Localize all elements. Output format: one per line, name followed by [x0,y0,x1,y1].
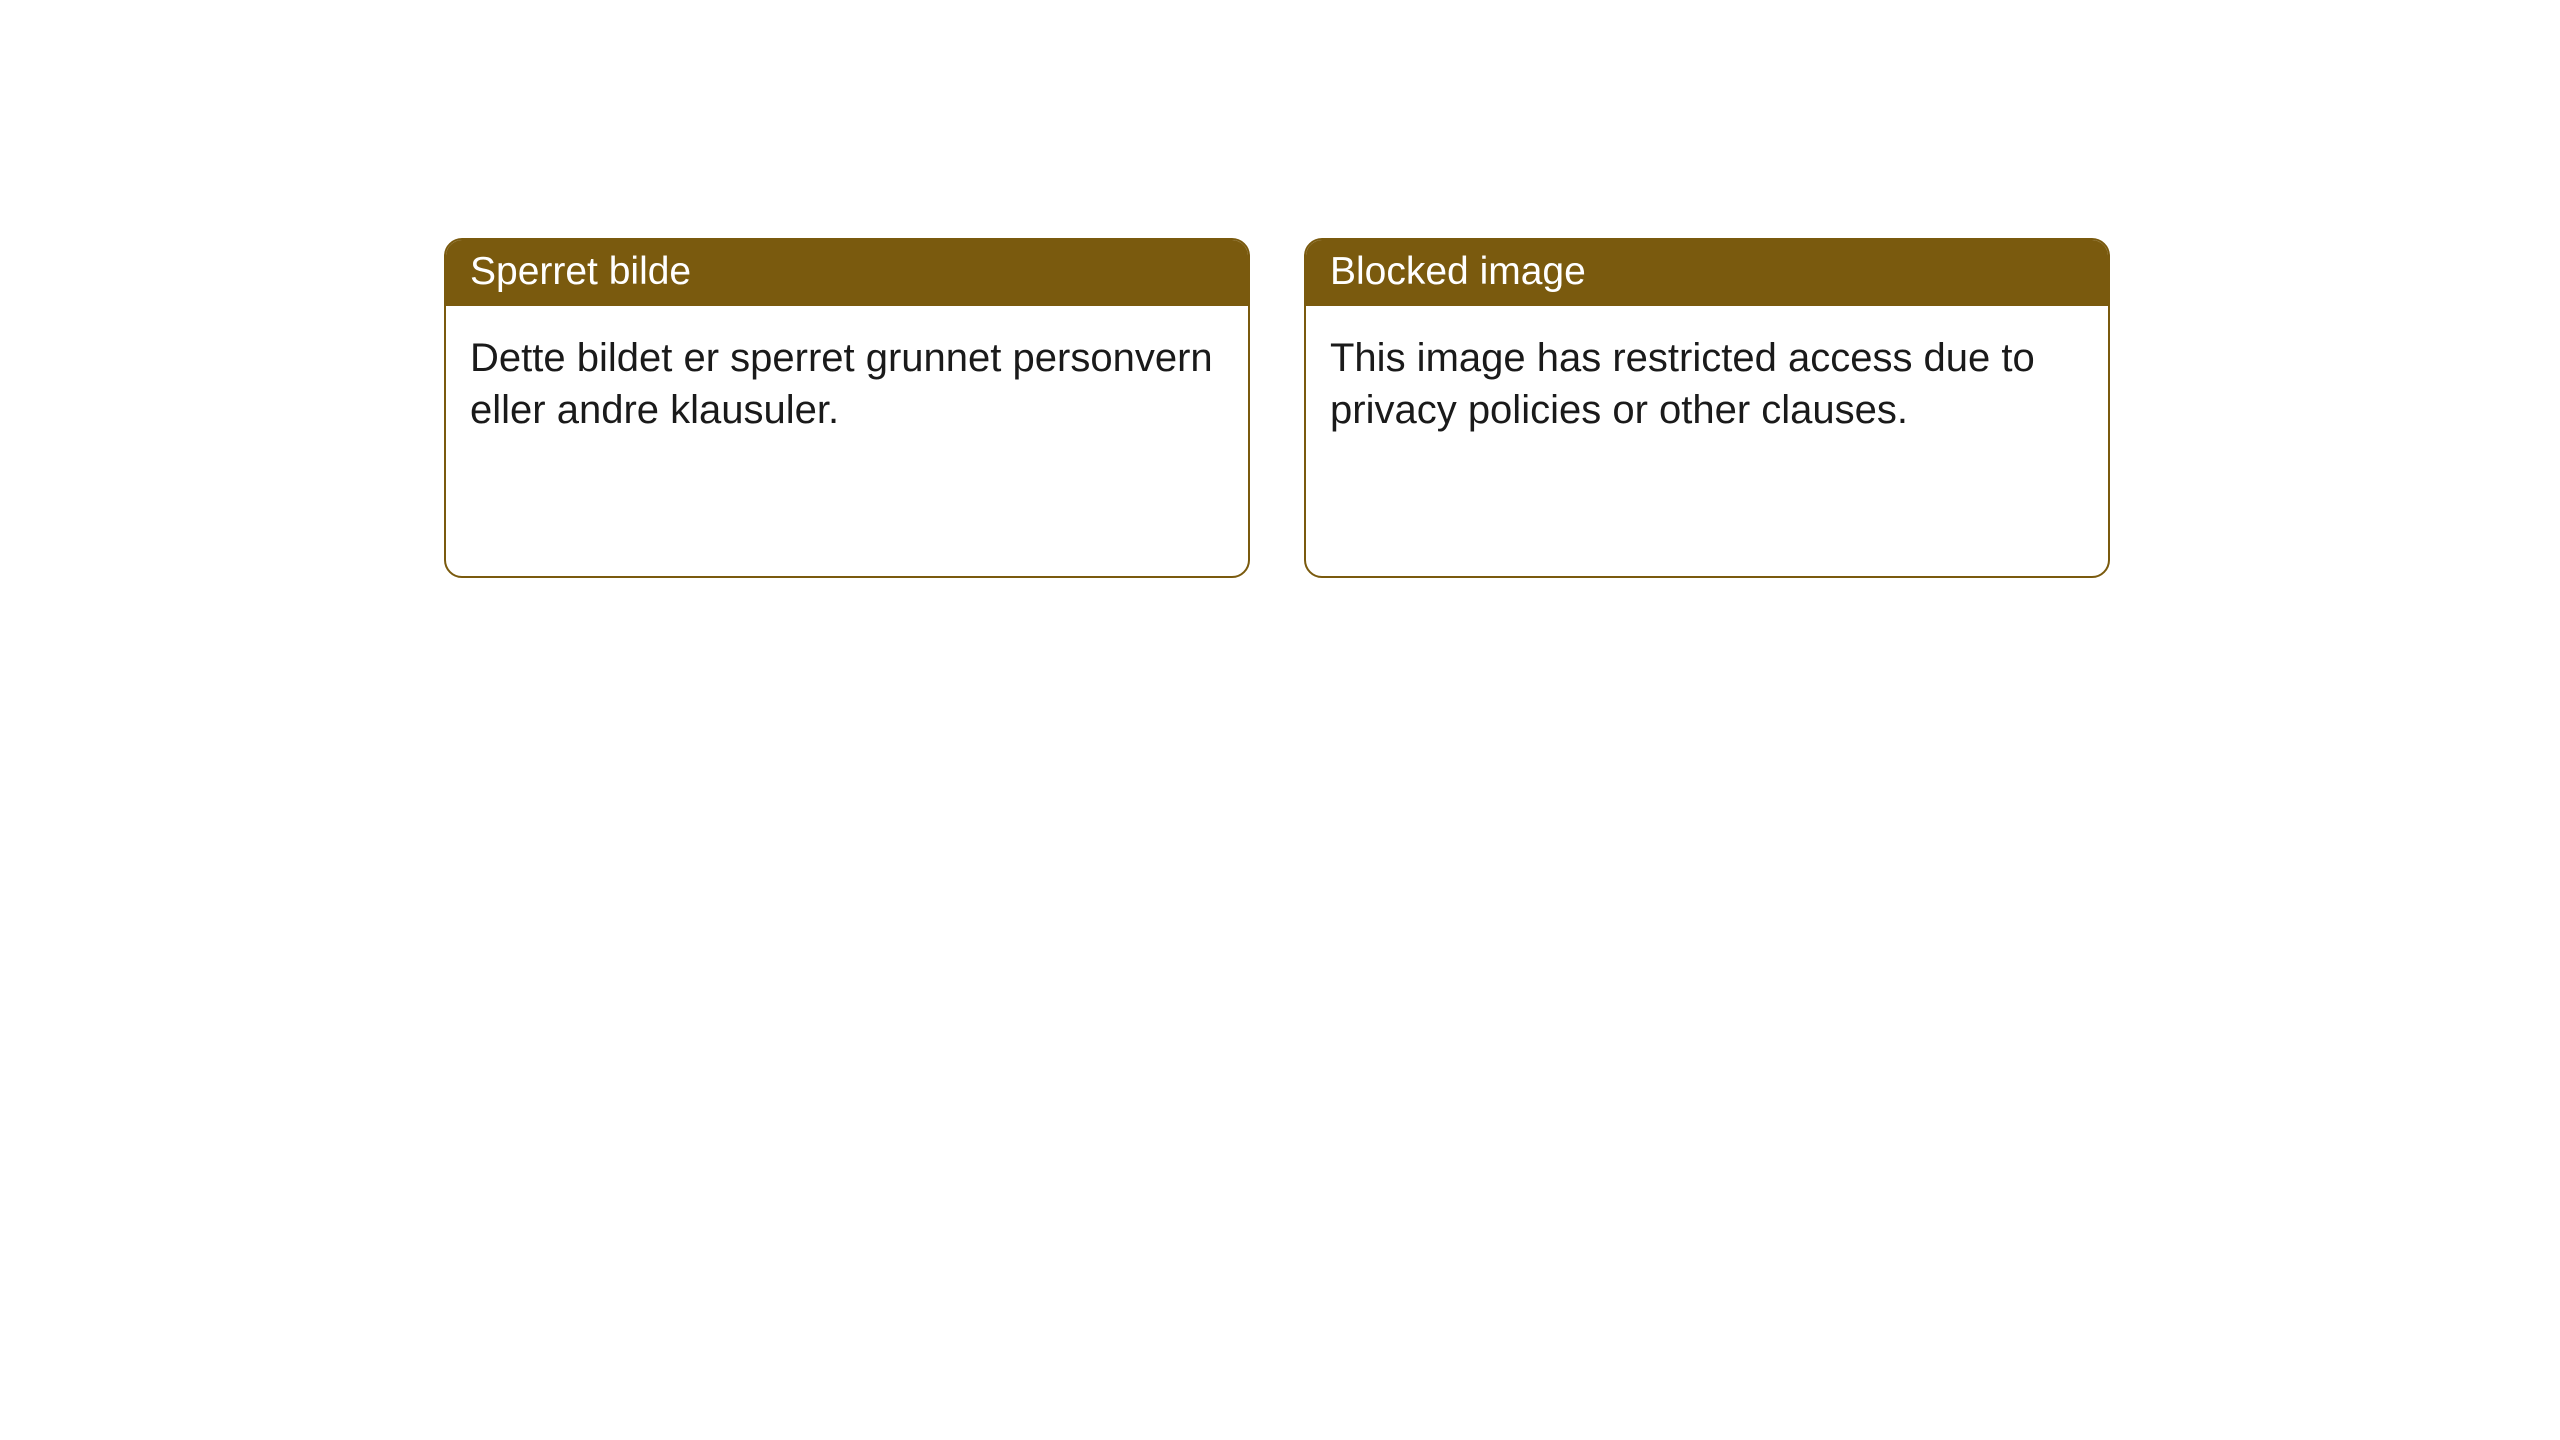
card-title: Sperret bilde [446,240,1248,306]
notice-container: Sperret bilde Dette bildet er sperret gr… [444,238,2110,578]
notice-card-norwegian: Sperret bilde Dette bildet er sperret gr… [444,238,1250,578]
notice-card-english: Blocked image This image has restricted … [1304,238,2110,578]
card-message: Dette bildet er sperret grunnet personve… [446,306,1248,576]
card-message: This image has restricted access due to … [1306,306,2108,576]
card-title: Blocked image [1306,240,2108,306]
